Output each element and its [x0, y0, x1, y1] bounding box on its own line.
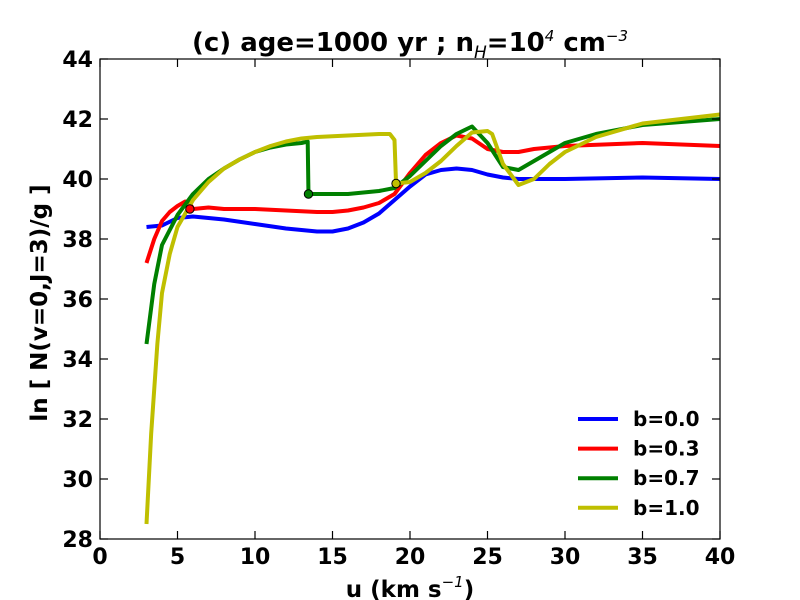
y-axis-label: ln [ N(v=0,J=3)/g ]: [27, 184, 53, 421]
legend: b=0.0 b=0.3 b=0.7 b=1.0: [578, 407, 700, 520]
x-axis-label-superscript: −1: [442, 573, 464, 591]
x-tick-label: 30: [550, 545, 581, 570]
y-tick-label: 36: [62, 288, 93, 313]
series-line-b-0-7: [144, 117, 720, 345]
tick-layer: 0 5 10 15 20 25 30 35 40 28 30 32 34 36 38 40 42 44: [62, 48, 735, 570]
x-tick-label: 20: [395, 545, 426, 570]
x-tick-label: 35: [627, 545, 658, 570]
y-tick-label: 32: [62, 408, 93, 433]
series-layer: [144, 112, 720, 525]
x-tick-label: 10: [240, 545, 271, 570]
x-tick-label: 15: [317, 545, 348, 570]
marker-b-0-3: [185, 204, 195, 214]
x-tick-label: 5: [170, 545, 185, 570]
chart-title-mid: =10: [487, 28, 545, 58]
y-tick-label: 28: [62, 528, 93, 553]
x-tick-label: 25: [472, 545, 503, 570]
chart-title-main: (c) age=1000 yr ; n: [192, 28, 474, 58]
series-line-b-0-0: [146, 166, 720, 234]
y-tick-label: 34: [62, 348, 93, 373]
x-tick-label: 40: [705, 545, 736, 570]
chart-title: (c) age=1000 yr ; nH=104 cm−3: [192, 27, 628, 63]
legend-label-b-0-7: b=0.7: [633, 466, 700, 490]
chart-title-superscript-2: −3: [606, 27, 628, 45]
x-axis-label: u (km s−1): [346, 573, 475, 600]
y-tick-label: 44: [62, 48, 93, 73]
legend-label-b-0-3: b=0.3: [633, 437, 700, 461]
series-line-b-0-3: [144, 133, 720, 264]
y-tick-label: 40: [62, 168, 93, 193]
x-axis-label-close: ): [464, 577, 475, 600]
x-axis-label-main: u (km s: [346, 577, 442, 600]
marker-b-0-7: [303, 189, 314, 199]
legend-label-b-0-0: b=0.0: [633, 407, 700, 431]
marker-b-1-0: [391, 178, 401, 189]
chart-title-subscript: H: [474, 43, 487, 63]
y-tick-label: 42: [62, 108, 93, 133]
legend-label-b-1-0: b=1.0: [633, 496, 700, 520]
y-tick-label: 38: [62, 228, 93, 253]
plot-frame: [99, 58, 721, 540]
marker-layer: [185, 178, 401, 214]
y-tick-label: 30: [62, 468, 93, 493]
chart-title-unit: cm: [554, 28, 606, 58]
chart-title-superscript-1: 4: [545, 27, 555, 45]
x-tick-label: 0: [92, 545, 107, 570]
